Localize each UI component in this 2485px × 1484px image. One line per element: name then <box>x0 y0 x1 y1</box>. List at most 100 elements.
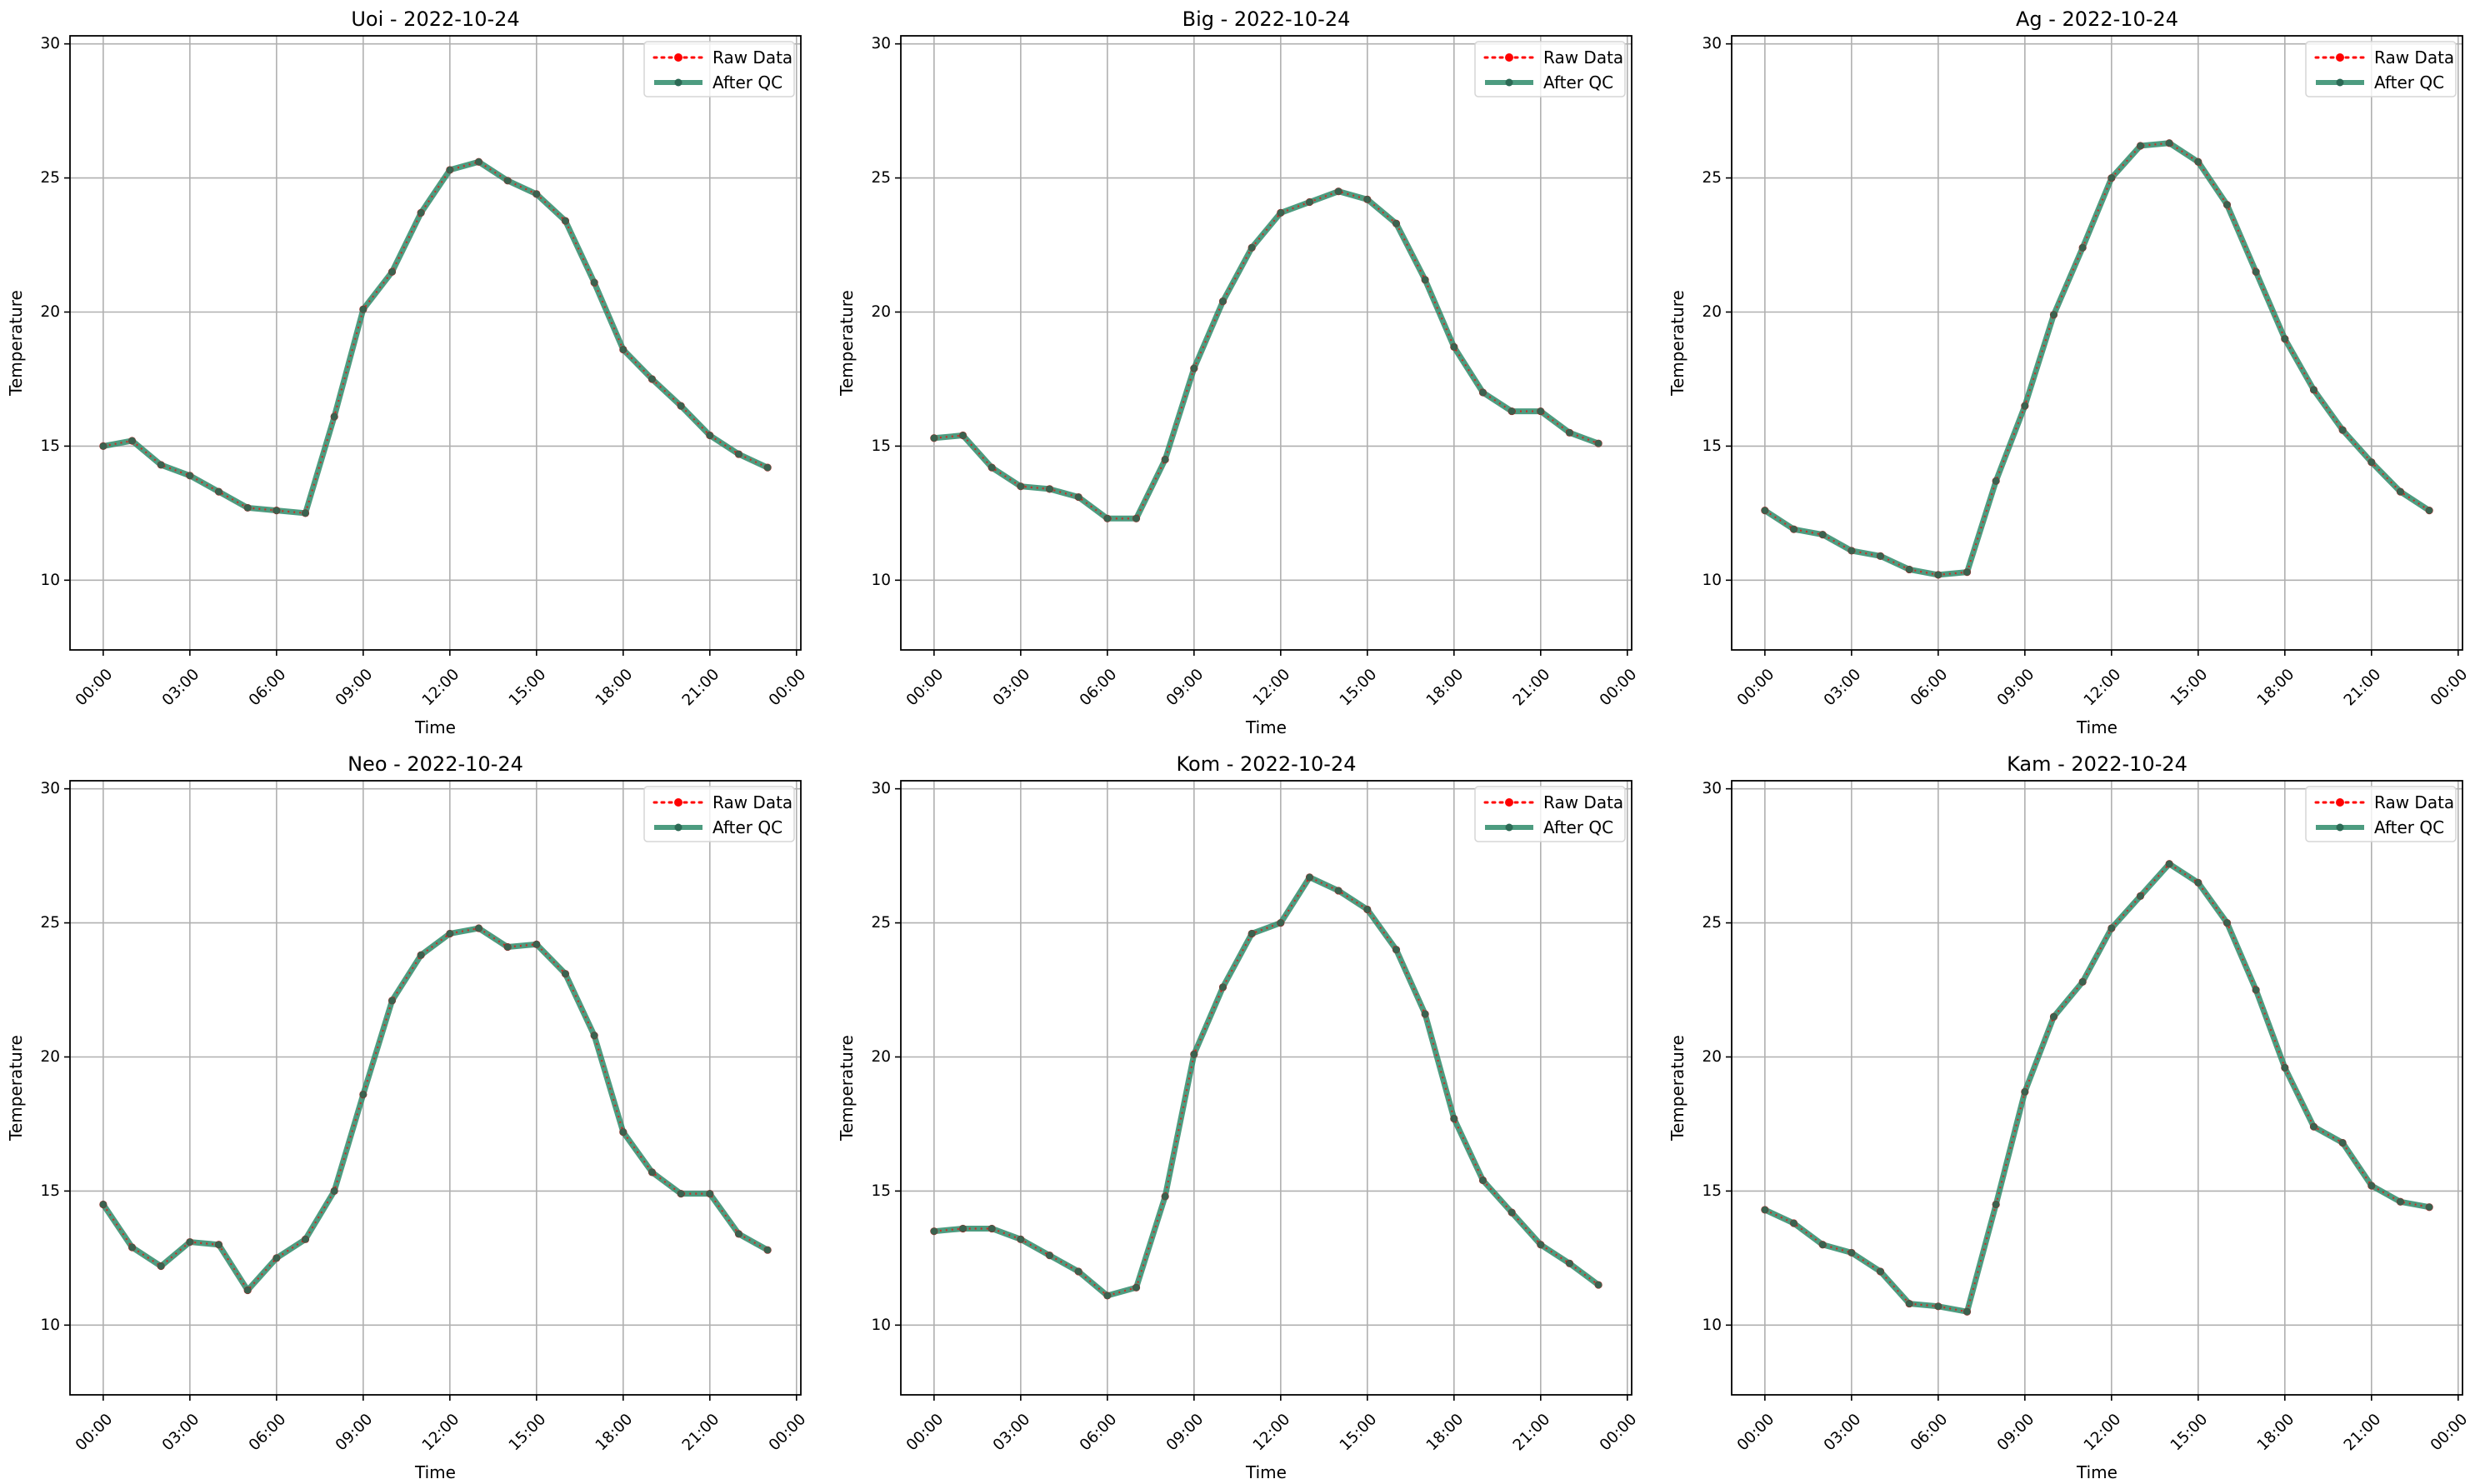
x-tick-label: 12:00 <box>1250 666 1294 710</box>
x-tick-label: 18:00 <box>592 1411 637 1455</box>
after-qc-point <box>2338 426 2347 434</box>
x-tick-label: 18:00 <box>2254 1411 2298 1455</box>
y-tick-label: 30 <box>871 780 891 797</box>
x-tick-label: 06:00 <box>1077 1411 1121 1455</box>
after-qc-point <box>2310 386 2318 394</box>
after-qc-point <box>1277 919 1285 927</box>
x-tick-label: 00:00 <box>1597 1411 1641 1455</box>
x-tick-label: 00:00 <box>2428 1411 2472 1455</box>
y-tick-label: 15 <box>40 1182 60 1200</box>
after-qc-point <box>677 1190 685 1197</box>
legend: Raw Data After QC <box>1474 41 1626 97</box>
after-qc-point <box>2050 311 2058 318</box>
y-tick-label: 20 <box>40 1048 60 1066</box>
y-axis-label: Temperature <box>1668 1035 1688 1142</box>
after-qc-point <box>1594 1281 1602 1289</box>
series-line-after-qc <box>100 925 771 1293</box>
subplot-title: Big - 2022-10-24 <box>1182 7 1351 31</box>
after-qc-point <box>1334 187 1342 195</box>
legend-label-after-qc: After QC <box>712 72 782 92</box>
x-tick-label: 12:00 <box>2081 1411 2125 1455</box>
after-qc-point <box>1074 1267 1082 1276</box>
x-tick-label: 18:00 <box>592 666 637 710</box>
subplot-4: 00:00 03:00 06:00 09:00 12:00 15:00 18:00 21:00… <box>6 752 809 1482</box>
after-qc-point <box>99 442 108 450</box>
y-tick-label: 15 <box>871 437 891 455</box>
subplot-title: Neo - 2022-10-24 <box>348 752 523 776</box>
after-qc-point <box>1963 568 1971 576</box>
after-qc-point <box>417 209 425 217</box>
after-qc-point <box>1046 1252 1053 1259</box>
after-qc-point <box>2252 268 2260 276</box>
x-tick-label: 18:00 <box>1423 666 1468 710</box>
after-qc-point <box>988 1225 996 1232</box>
legend: Raw Data After QC <box>2305 786 2457 842</box>
after-qc-point <box>1450 343 1458 351</box>
x-tick-label: 15:00 <box>2168 666 2212 710</box>
after-qc-point <box>1074 493 1082 501</box>
y-tick-label: 30 <box>1702 780 1722 797</box>
after-qc-point <box>475 158 482 166</box>
legend-label-raw-data: Raw Data <box>2374 792 2454 812</box>
x-tick-label: 18:00 <box>1423 1411 1468 1455</box>
after-qc-point <box>648 375 656 383</box>
x-tick-label: 18:00 <box>2254 666 2298 710</box>
y-tick-label: 10 <box>871 1317 891 1334</box>
legend-label-after-qc: After QC <box>1543 817 1613 837</box>
legend-marker-raw-data <box>674 798 682 807</box>
after-qc-point <box>706 1190 714 1197</box>
x-tick-label: 00:00 <box>2428 666 2472 710</box>
legend-label-after-qc: After QC <box>712 817 782 837</box>
subplot-title: Ag - 2022-10-24 <box>2016 7 2178 31</box>
after-qc-point <box>930 434 938 442</box>
after-qc-point <box>359 306 368 313</box>
y-tick-label: 25 <box>1702 169 1722 187</box>
plot-area <box>901 781 1632 1395</box>
after-qc-point <box>1421 276 1429 284</box>
plot-area <box>70 36 801 650</box>
x-tick-label: 06:00 <box>246 666 290 710</box>
series-line-raw-data <box>102 161 768 515</box>
after-qc-point <box>1450 1115 1458 1122</box>
after-qc-point <box>2281 335 2289 342</box>
after-qc-point <box>763 463 772 472</box>
y-axis-label: Temperature <box>6 290 26 397</box>
x-tick-label: 21:00 <box>1510 666 1554 710</box>
legend-marker-after-qc <box>1505 823 1513 832</box>
after-qc-point <box>1479 388 1487 397</box>
after-qc-point <box>988 463 996 472</box>
y-tick-label: 20 <box>40 303 60 321</box>
after-qc-point <box>1566 1260 1573 1267</box>
legend-marker-raw-data <box>1505 53 1513 62</box>
subplot-title: Uoi - 2022-10-24 <box>351 7 519 31</box>
plot-area <box>70 781 801 1395</box>
x-tick-label: 15:00 <box>2168 1411 2212 1455</box>
after-qc-point <box>2368 458 2376 466</box>
x-tick-label: 09:00 <box>1994 1411 2038 1455</box>
after-qc-point <box>1818 1241 1827 1248</box>
after-qc-point <box>590 1032 598 1039</box>
legend: Raw Data After QC <box>1474 786 1626 842</box>
subplot-5: 00:00 03:00 06:00 09:00 12:00 15:00 18:00 21:00… <box>837 752 1640 1482</box>
after-qc-point <box>1161 1192 1169 1201</box>
after-qc-point <box>2194 879 2202 887</box>
legend: Raw Data After QC <box>643 786 795 842</box>
x-tick-label: 00:00 <box>1734 1411 1778 1455</box>
after-qc-point <box>302 1236 309 1243</box>
plot-area <box>901 36 1632 650</box>
after-qc-point <box>959 432 967 439</box>
y-tick-label: 25 <box>40 914 60 932</box>
after-qc-point <box>1190 364 1198 372</box>
x-tick-label: 09:00 <box>332 666 377 710</box>
after-qc-point <box>2137 142 2144 150</box>
y-tick-label: 25 <box>40 169 60 187</box>
x-tick-label: 00:00 <box>766 666 810 710</box>
after-qc-point <box>359 1091 368 1098</box>
after-qc-point <box>532 190 541 198</box>
after-qc-point <box>930 1227 938 1235</box>
x-tick-label: 06:00 <box>1908 666 1952 710</box>
plot-area <box>1732 36 2462 650</box>
y-tick-label: 25 <box>1702 914 1722 932</box>
x-tick-label: 03:00 <box>1821 666 1865 710</box>
